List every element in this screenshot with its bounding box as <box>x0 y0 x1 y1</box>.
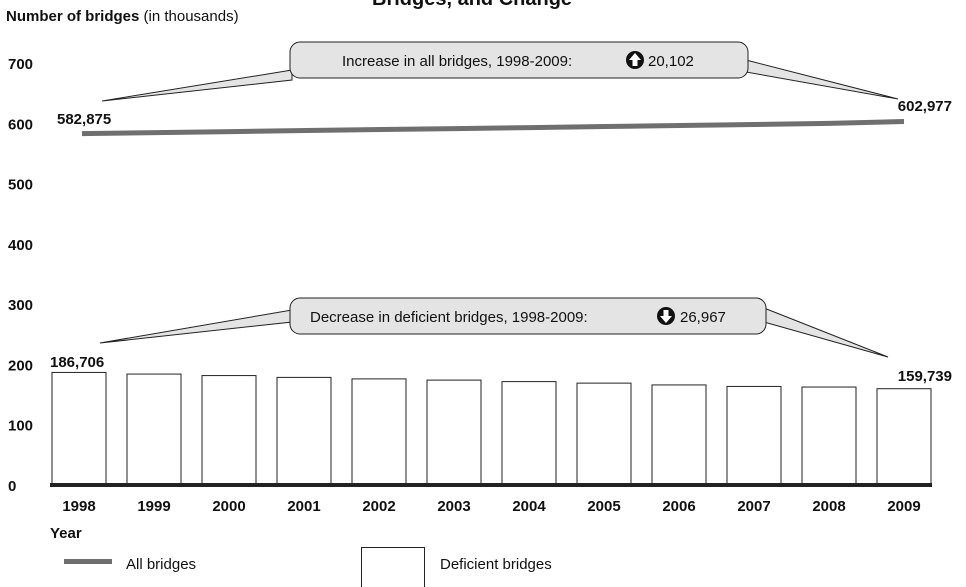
y-tick-label: 100 <box>8 418 33 435</box>
x-tick-label: 2009 <box>887 498 920 515</box>
bar-deficient-bridges <box>501 381 557 486</box>
callout-decrease-pointer-right <box>763 307 889 358</box>
bridges-chart: 0 100 200 300 400 500 600 700 1998 1999 2000 2001 20… <box>8 41 952 515</box>
legend-swatch-deficient-bridges <box>361 547 425 587</box>
bar-deficient-bridges <box>276 376 332 486</box>
arrow-up-glyph <box>629 53 641 66</box>
callout-increase-pointer-right <box>745 59 899 100</box>
x-tick-label: 2007 <box>737 498 770 515</box>
x-axis-title: Year <box>50 525 82 542</box>
callout-decrease-text: Decrease in deficient bridges, 1998-2009… <box>310 309 588 326</box>
y-tick-label: 200 <box>8 357 33 374</box>
callout-increase-text: Increase in all bridges, 1998-2009: <box>342 53 572 70</box>
bar-deficient-bridges <box>426 379 482 486</box>
callout-decrease-box <box>289 297 767 335</box>
y-axis-title: Number of bridges (in thousands) <box>6 8 239 25</box>
bar-deficient-bridges <box>351 378 407 486</box>
x-tick-label: 2008 <box>812 498 845 515</box>
legend-label-deficient-bridges: Deficient bridges <box>440 556 552 573</box>
label-deficient-2009: 159,739 <box>898 368 952 385</box>
x-tick-label: 2003 <box>437 498 470 515</box>
legend-swatch-all-bridges <box>64 559 112 564</box>
label-all-bridges-1998: 582,875 <box>57 111 111 128</box>
callout-increase-pointer-left <box>101 69 293 102</box>
x-tick-label: 2002 <box>362 498 395 515</box>
x-tick-label: 1999 <box>137 498 170 515</box>
chart-title: Bridges, and Change <box>372 0 572 11</box>
y-tick-label: 300 <box>8 297 33 314</box>
bar-deficient-bridges <box>876 388 932 486</box>
y-tick-label: 600 <box>8 116 33 133</box>
y-tick-label: 0 <box>8 478 16 495</box>
x-tick-label: 2005 <box>587 498 620 515</box>
callout-increase-box <box>289 41 749 79</box>
bar-deficient-bridges <box>576 382 632 486</box>
legend-label-all-bridges: All bridges <box>126 556 197 573</box>
callout-increase-value: 20,102 <box>648 53 694 70</box>
y-axis-title-unit: (in thousands) <box>139 8 239 25</box>
y-tick-label: 400 <box>8 237 33 254</box>
x-tick-label: 2001 <box>287 498 320 515</box>
bar-deficient-bridges <box>51 371 107 486</box>
x-tick-label: 1998 <box>62 498 95 515</box>
arrow-down-glyph <box>660 310 672 323</box>
bar-deficient-bridges <box>801 386 857 486</box>
bar-deficient-bridges <box>651 384 707 486</box>
y-tick-label: 500 <box>8 177 33 194</box>
label-all-bridges-2009: 602,977 <box>898 98 952 115</box>
label-deficient-1998: 186,706 <box>50 354 104 371</box>
bar-deficient-bridges <box>201 375 257 486</box>
bar-deficient-bridges <box>126 373 182 486</box>
line-all-bridges <box>81 118 905 137</box>
callout-decrease-pointer-left <box>99 309 293 344</box>
callout-decrease-value: 26,967 <box>680 309 726 326</box>
x-tick-label: 2000 <box>212 498 245 515</box>
bar-deficient-bridges <box>726 385 782 486</box>
x-tick-label: 2006 <box>662 498 695 515</box>
x-tick-label: 2004 <box>512 498 546 515</box>
y-axis-title-bold: Number of bridges <box>6 8 140 25</box>
y-tick-label: 700 <box>8 56 33 73</box>
